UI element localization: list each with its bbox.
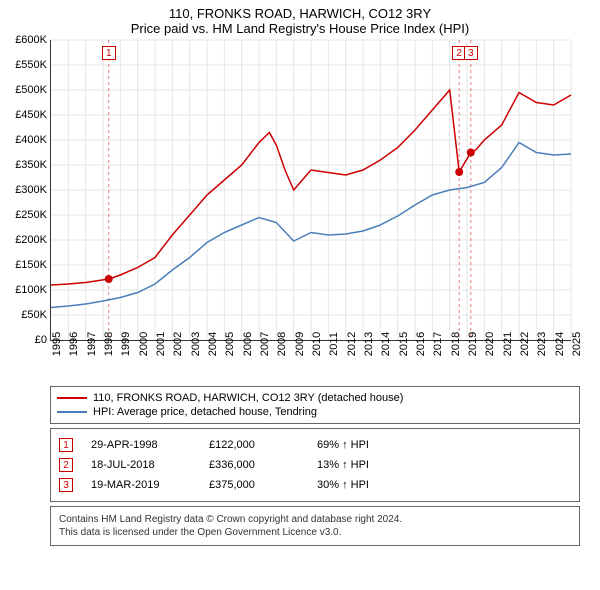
event-row-price: £336,000 — [209, 459, 299, 471]
y-tick-label: £150K — [15, 259, 47, 271]
x-tick-label: 2019 — [467, 332, 479, 356]
event-row-delta: 30% ↑ HPI — [317, 479, 407, 491]
footer-line-2: This data is licensed under the Open Gov… — [59, 526, 571, 539]
x-tick-label: 2004 — [207, 332, 219, 356]
x-tick-label: 2020 — [484, 332, 496, 356]
x-tick-label: 1995 — [51, 332, 63, 356]
legend-label: HPI: Average price, detached house, Tend… — [93, 406, 317, 418]
y-tick-label: £250K — [15, 209, 47, 221]
x-tick-label: 2023 — [536, 332, 548, 356]
y-tick-label: £350K — [15, 159, 47, 171]
x-tick-label: 2007 — [259, 332, 271, 356]
event-marker-1: 1 — [102, 46, 116, 60]
event-row-delta: 69% ↑ HPI — [317, 439, 407, 451]
y-tick-label: £300K — [15, 184, 47, 196]
footer-line-1: Contains HM Land Registry data © Crown c… — [59, 513, 571, 526]
x-tick-label: 2016 — [415, 332, 427, 356]
x-tick-label: 2021 — [502, 332, 514, 356]
x-tick-label: 2005 — [224, 332, 236, 356]
event-row-num: 1 — [59, 438, 73, 452]
event-row-date: 18-JUL-2018 — [91, 459, 191, 471]
event-point-1 — [105, 275, 113, 283]
legend-swatch — [57, 411, 87, 413]
x-tick-label: 2008 — [276, 332, 288, 356]
event-row-delta: 13% ↑ HPI — [317, 459, 407, 471]
x-tick-label: 1997 — [86, 332, 98, 356]
event-row-date: 29-APR-1998 — [91, 439, 191, 451]
x-tick-label: 2012 — [346, 332, 358, 356]
x-tick-label: 2014 — [380, 332, 392, 356]
x-tick-label: 2025 — [571, 332, 583, 356]
x-tick-label: 2006 — [242, 332, 254, 356]
x-tick-label: 2013 — [363, 332, 375, 356]
events-box: 1 29-APR-1998 £122,000 69% ↑ HPI 2 18-JUL-201… — [50, 428, 580, 502]
x-tick-label: 2017 — [432, 332, 444, 356]
x-tick-label: 2018 — [450, 332, 462, 356]
x-tick-label: 2000 — [138, 332, 150, 356]
event-row-price: £375,000 — [209, 479, 299, 491]
legend-label: 110, FRONKS ROAD, HARWICH, CO12 3RY (det… — [93, 392, 403, 404]
legend-item: HPI: Average price, detached house, Tend… — [57, 405, 573, 419]
event-row-num: 3 — [59, 478, 73, 492]
x-tick-label: 2010 — [311, 332, 323, 356]
y-tick-label: £500K — [15, 84, 47, 96]
y-tick-label: £550K — [15, 59, 47, 71]
x-tick-label: 2002 — [172, 332, 184, 356]
x-tick-label: 2024 — [554, 332, 566, 356]
event-row-price: £122,000 — [209, 439, 299, 451]
y-tick-label: £450K — [15, 109, 47, 121]
legend-item: 110, FRONKS ROAD, HARWICH, CO12 3RY (det… — [57, 391, 573, 405]
footer-box: Contains HM Land Registry data © Crown c… — [50, 506, 580, 546]
event-row-date: 19-MAR-2019 — [91, 479, 191, 491]
y-tick-label: £600K — [15, 34, 47, 46]
x-tick-label: 1999 — [120, 332, 132, 356]
x-tick-label: 2009 — [294, 332, 306, 356]
x-tick-label: 2015 — [398, 332, 410, 356]
event-row: 1 29-APR-1998 £122,000 69% ↑ HPI — [59, 435, 571, 455]
y-tick-label: £0 — [35, 334, 47, 346]
event-point-2 — [455, 168, 463, 176]
chart-container: 110, FRONKS ROAD, HARWICH, CO12 3RY Pric… — [0, 0, 600, 546]
chart-title: 110, FRONKS ROAD, HARWICH, CO12 3RY — [0, 0, 600, 21]
event-point-3 — [467, 149, 475, 157]
y-tick-label: £100K — [15, 284, 47, 296]
y-tick-label: £200K — [15, 234, 47, 246]
event-row-num: 2 — [59, 458, 73, 472]
event-marker-3: 3 — [464, 46, 478, 60]
x-tick-label: 1998 — [103, 332, 115, 356]
y-tick-label: £50K — [21, 309, 47, 321]
x-tick-label: 2022 — [519, 332, 531, 356]
x-tick-label: 1996 — [68, 332, 80, 356]
x-tick-label: 2001 — [155, 332, 167, 356]
event-row: 2 18-JUL-2018 £336,000 13% ↑ HPI — [59, 455, 571, 475]
legend-box: 110, FRONKS ROAD, HARWICH, CO12 3RY (det… — [50, 386, 580, 424]
legend-swatch — [57, 397, 87, 399]
x-tick-label: 2003 — [190, 332, 202, 356]
event-row: 3 19-MAR-2019 £375,000 30% ↑ HPI — [59, 475, 571, 495]
y-tick-label: £400K — [15, 134, 47, 146]
plot-box: £0£50K£100K£150K£200K£250K£300K£350K£400… — [50, 40, 571, 341]
chart-plot-area: £0£50K£100K£150K£200K£250K£300K£350K£400… — [50, 40, 570, 380]
x-tick-label: 2011 — [328, 332, 340, 356]
chart-subtitle: Price paid vs. HM Land Registry's House … — [0, 21, 600, 40]
